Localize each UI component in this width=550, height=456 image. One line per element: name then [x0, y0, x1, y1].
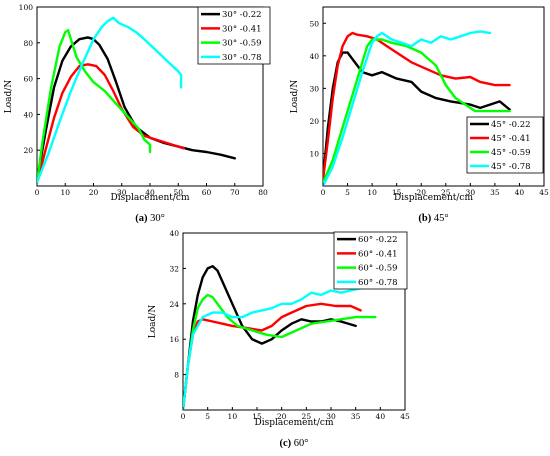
- x-tick-label: 5: [345, 188, 350, 197]
- x-tick-label: 15: [252, 412, 262, 421]
- x-tick-label: 45: [539, 188, 549, 197]
- legend-label: 60° -0.59: [358, 264, 398, 274]
- x-tick-label: 5: [205, 412, 210, 421]
- x-axis-label: Displacement/cm: [111, 193, 190, 203]
- series-line-1: [183, 265, 357, 410]
- panel-caption-letter: (c): [280, 438, 294, 449]
- panel-caption-text: 30°: [150, 213, 165, 224]
- x-tick-label: 0: [321, 188, 326, 197]
- panel-caption-letter: (b): [418, 213, 433, 224]
- y-tick-label: 50: [309, 19, 319, 28]
- legend-label: 60° -0.78: [358, 278, 398, 288]
- x-axis-label: Displacement/cm: [394, 193, 473, 203]
- series-line-4: [323, 30, 492, 186]
- legend-box: [197, 6, 271, 65]
- x-tick-label: 20: [89, 188, 99, 197]
- x-tick-label: 10: [60, 188, 70, 197]
- series-line-2: [323, 31, 511, 181]
- y-tick-label: 20: [23, 146, 33, 155]
- chart-panel-2: 0 5 10 15 20 25 30 35 40 45 10 20 30 40 50 Displacement…: [290, 6, 549, 224]
- x-tick-label: 0: [35, 188, 40, 197]
- legend-label: 45° -0.78: [491, 162, 531, 172]
- x-tick-label: 45: [400, 412, 410, 421]
- y-tick-label: 20: [309, 117, 319, 126]
- x-tick-label: 60: [202, 188, 212, 197]
- plot-frame: [322, 6, 545, 187]
- y-tick-label: 24: [169, 300, 179, 309]
- y-tick-label: 40: [169, 229, 179, 238]
- legend: 60° -0.22 60° -0.41 60° -0.59 60° -0.78: [333, 231, 408, 290]
- y-tick-label: 60: [23, 75, 33, 84]
- legend-box: [466, 116, 544, 174]
- x-tick-label: 30: [326, 412, 336, 421]
- series-line-2: [183, 302, 362, 410]
- x-tick-label: 70: [230, 188, 240, 197]
- series-line-3: [323, 38, 511, 184]
- legend-label: 30° -0.41: [222, 24, 262, 34]
- y-tick-label: 40: [309, 52, 319, 61]
- y-tick-label: 10: [309, 149, 319, 158]
- x-tick-label: 80: [258, 188, 268, 197]
- legend-label: 60° -0.22: [358, 235, 398, 245]
- y-tick-label: 8: [174, 371, 179, 380]
- panel-caption: (b) 45°: [418, 213, 448, 224]
- legend: 30° -0.22 30° -0.41 30° -0.59 30° -0.78: [197, 6, 271, 65]
- series-line-2: [37, 63, 186, 184]
- x-tick-label: 40: [515, 188, 525, 197]
- y-tick-label: 32: [169, 264, 179, 273]
- panel-caption: (c) 60°: [280, 438, 309, 449]
- y-tick-label: 30: [309, 84, 319, 93]
- y-tick-label: 16: [169, 335, 179, 344]
- y-axis-label: Load/N: [4, 80, 14, 114]
- x-axis-label: Displacement/cm: [255, 418, 334, 428]
- y-tick-label: 40: [23, 110, 33, 119]
- panel-caption-text: 45°: [434, 213, 449, 224]
- chart-panel-1: 0 10 20 30 40 50 60 70 80 20 40 60 80 100 Displacement…: [4, 3, 271, 224]
- x-tick-label: 30: [117, 188, 127, 197]
- x-tick-label: 25: [302, 412, 312, 421]
- series-line-3: [37, 29, 152, 184]
- x-tick-label: 35: [490, 188, 500, 197]
- x-tick-label: 20: [277, 412, 287, 421]
- legend-label: 60° -0.41: [358, 249, 398, 259]
- x-tick-label: 10: [367, 188, 377, 197]
- series-line-1: [37, 36, 237, 182]
- x-tick-label: 35: [351, 412, 361, 421]
- y-axis-label: Load/N: [290, 80, 300, 114]
- chart-panel-3: 0 5 10 15 20 25 30 35 40 45 8 16 24 32 40 Displacement/…: [148, 229, 410, 449]
- y-tick-label: 80: [23, 39, 33, 48]
- x-tick-label: 0: [181, 412, 186, 421]
- x-tick-label: 10: [228, 412, 238, 421]
- series-line-3: [183, 293, 377, 410]
- x-tick-label: 40: [145, 188, 155, 197]
- panel-caption-letter: (a): [135, 213, 150, 224]
- y-axis-label: Load/N: [148, 305, 158, 339]
- legend: 45° -0.22 45° -0.41 45° -0.59 45° -0.78: [466, 116, 544, 174]
- x-tick-label: 40: [376, 412, 386, 421]
- x-tick-label: 25: [441, 188, 451, 197]
- series-line-4: [183, 280, 377, 410]
- legend-label: 30° -0.22: [222, 10, 262, 20]
- legend-label: 45° -0.59: [491, 148, 531, 158]
- panel-caption-text: 60°: [294, 438, 309, 449]
- x-tick-label: 50: [173, 188, 183, 197]
- series-line-4: [37, 16, 183, 184]
- plot-frame: [182, 232, 406, 411]
- panel-caption: (a) 30°: [135, 213, 165, 224]
- legend-box: [333, 231, 408, 290]
- x-tick-label: 15: [392, 188, 402, 197]
- legend-label: 45° -0.41: [491, 134, 531, 144]
- x-tick-label: 20: [416, 188, 426, 197]
- x-tick-label: 30: [466, 188, 476, 197]
- legend-label: 45° -0.22: [491, 120, 531, 130]
- legend-label: 30° -0.78: [222, 53, 262, 63]
- y-tick-label: 100: [19, 3, 34, 12]
- legend-label: 30° -0.59: [222, 39, 262, 49]
